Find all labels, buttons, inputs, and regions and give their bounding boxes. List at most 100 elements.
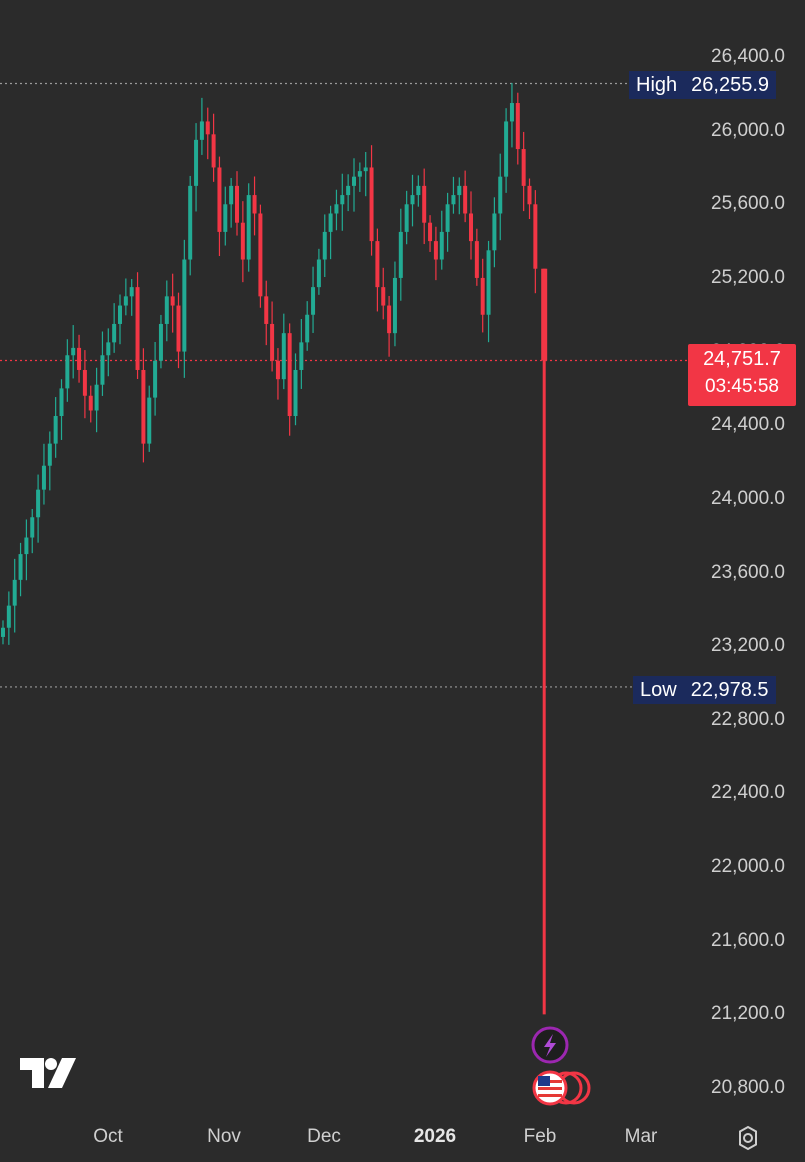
current-candle-body (541, 268, 548, 361)
candle-body (88, 395, 93, 411)
candle-body (457, 185, 462, 196)
candle-body (118, 305, 122, 324)
x-tick-label: Dec (307, 1126, 341, 1147)
high-label: High (636, 74, 678, 96)
y-tick-label: 20,800.0 (711, 1077, 785, 1098)
low-label: Low (640, 679, 677, 701)
y-tick-label: 22,000.0 (711, 856, 785, 878)
y-tick-label: 22,400.0 (711, 782, 785, 804)
y-tick-label: 24,000.0 (711, 487, 785, 509)
low-value: 22,978.5 (690, 679, 769, 701)
candle-body (509, 103, 514, 122)
candle-body (264, 296, 269, 324)
candle-body (135, 287, 140, 370)
candle-body (252, 195, 257, 214)
candle-body (451, 195, 456, 205)
candle-body (158, 323, 163, 361)
candle-body (235, 185, 239, 223)
candle-body (59, 388, 64, 417)
candle-body (340, 195, 345, 205)
candle-body (229, 185, 234, 205)
candle-body (369, 167, 374, 242)
candle-body (170, 296, 175, 306)
low-tag: Low 22,978.5 (633, 676, 776, 704)
candle-body (141, 369, 146, 444)
candle-body (164, 296, 169, 324)
bar-countdown: 03:45:58 (705, 376, 779, 397)
candle-body (398, 231, 403, 278)
candle-body (498, 176, 503, 214)
candle-body (211, 134, 216, 168)
candle-body (486, 250, 491, 315)
tradingview-logo (20, 1058, 76, 1088)
reference-lines (0, 82, 688, 688)
candle-body (311, 287, 316, 315)
candle-body (100, 355, 105, 385)
candle-body (281, 333, 286, 380)
candle-body (41, 465, 46, 490)
candle-body (357, 171, 362, 177)
candle-body (275, 360, 280, 380)
high-tag: High 26,255.9 (629, 71, 776, 99)
candle-body (515, 103, 520, 150)
y-tick-label: 21,200.0 (711, 1003, 785, 1025)
candle-body (30, 517, 35, 538)
candle-body (521, 149, 526, 186)
candle-body (94, 384, 99, 411)
settings-gear-icon[interactable] (735, 1125, 761, 1151)
high-value: 26,255.9 (691, 74, 769, 96)
candle-body (316, 259, 321, 288)
candle-body (527, 185, 532, 205)
candle-body (223, 204, 228, 232)
candle-body (36, 489, 41, 518)
candle-body (445, 204, 450, 232)
lightning-icon[interactable] (531, 1026, 569, 1064)
x-tick-label: Oct (93, 1126, 123, 1147)
candle-body (346, 185, 351, 196)
candle-body (363, 167, 368, 172)
candle-body (217, 167, 222, 232)
candle-body (533, 204, 538, 269)
candle-body (352, 176, 356, 186)
candle-body (205, 121, 210, 135)
candle-body (240, 222, 245, 260)
candle-body (153, 360, 158, 398)
candle-body (299, 342, 304, 370)
candle-body (463, 185, 468, 214)
candle-body (375, 241, 380, 288)
candle-body (387, 305, 392, 334)
candle-body (112, 323, 117, 343)
us-flag-icon[interactable] (532, 1070, 591, 1106)
candle-body (18, 554, 23, 580)
y-tick-label: 21,600.0 (711, 929, 785, 951)
candle-body (53, 416, 58, 444)
candle-body (123, 296, 128, 306)
y-tick-label: 22,800.0 (711, 708, 785, 730)
candle-body (305, 314, 310, 343)
y-tick-label: 23,200.0 (711, 635, 785, 657)
candle-body (504, 121, 509, 177)
candle-body (77, 347, 82, 370)
candle-body (287, 333, 292, 417)
event-markers[interactable] (531, 1026, 591, 1106)
y-tick-label: 25,200.0 (711, 266, 785, 288)
candle-body (410, 195, 415, 205)
candle-body (47, 443, 52, 466)
candle-body (416, 185, 421, 196)
candle-body (6, 605, 11, 628)
candle-body (188, 185, 193, 260)
candle-body (1, 627, 5, 637)
candle-body (182, 259, 187, 352)
candle-body (71, 347, 76, 356)
candle-body (469, 213, 473, 242)
candle-body (392, 277, 397, 334)
y-tick-label: 26,000.0 (711, 119, 785, 141)
x-tick-label: 2026 (413, 1126, 457, 1147)
candlestick-series (1, 82, 548, 1015)
candle-body (258, 213, 263, 297)
candle-body (65, 355, 70, 389)
candle-body (433, 241, 438, 260)
candle-body (328, 213, 333, 232)
candle-body (82, 369, 87, 396)
